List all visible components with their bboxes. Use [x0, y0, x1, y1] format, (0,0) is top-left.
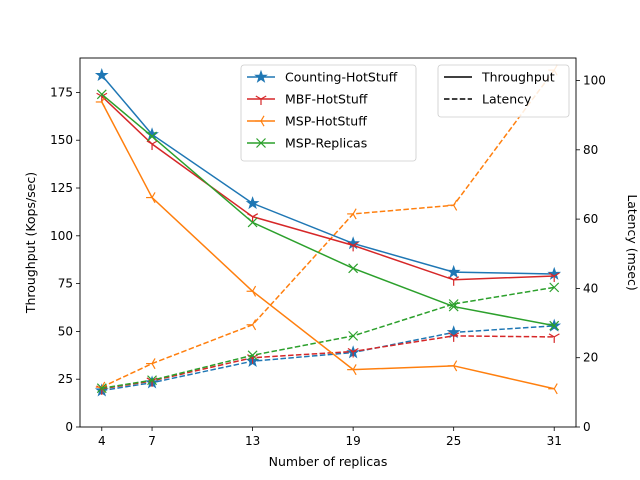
- legend-entry: MSP-HotStuff: [247, 114, 367, 129]
- y-right-tick-label: 20: [583, 351, 598, 365]
- y-left-tick-label: 125: [50, 181, 73, 195]
- throughput-point: [146, 140, 158, 151]
- series-counting-hotstuff-throughput: [94, 67, 562, 280]
- y-right-tick-label: 0: [583, 420, 591, 434]
- plot-area: [94, 64, 562, 397]
- throughput-point: [347, 241, 359, 252]
- throughput-line: [101, 95, 555, 281]
- series-mbf-hotstuff-throughput: [96, 92, 560, 286]
- series-counting-hotstuff-latency: [94, 318, 562, 397]
- legend-style: Throughput Latency: [437, 64, 570, 118]
- throughput-point: [447, 360, 458, 372]
- throughput-point: [446, 264, 461, 278]
- latency-point: [147, 375, 157, 386]
- throughput-point: [94, 67, 109, 82]
- x-tick-label: 7: [148, 434, 156, 448]
- series-msp-replicas-throughput: [96, 89, 560, 331]
- plot-frame: [79, 57, 577, 428]
- latency-point: [247, 350, 258, 361]
- x-axis: 4 7 13 19 25 31: [98, 427, 562, 448]
- latency-point: [446, 325, 461, 339]
- legend-series: Counting-HotStuff MBF-HotStuff MSP-HotStuf…: [240, 64, 417, 162]
- legend-series-box: [240, 64, 417, 162]
- throughput-line: [101, 101, 555, 390]
- throughput-line: [101, 74, 555, 275]
- y-right-tick-label: 80: [583, 143, 598, 157]
- throughput-point: [147, 131, 157, 142]
- y-axis-right-label: Latency (msec): [625, 194, 640, 290]
- y-left-tick-label: 75: [58, 277, 73, 291]
- throughput-point: [146, 192, 156, 204]
- latency-point: [96, 383, 107, 394]
- legend-marker: [254, 69, 268, 83]
- throughput-point: [448, 276, 460, 286]
- latency-line: [101, 335, 555, 390]
- latency-point: [549, 282, 560, 293]
- throughput-line: [101, 93, 555, 327]
- series-msp-hotstuff-throughput: [95, 96, 558, 395]
- throughput-point: [246, 285, 257, 297]
- latency-line: [101, 69, 555, 388]
- legend-label: Counting-HotStuff: [285, 70, 398, 85]
- throughput-point: [548, 272, 560, 282]
- legend-style-entry: Latency: [444, 92, 532, 107]
- legend-marker: [256, 138, 266, 148]
- legend-entry: Counting-HotStuff: [247, 70, 398, 85]
- y-axis-right: 0 20 40 60 80 100: [576, 74, 606, 434]
- throughput-point: [548, 383, 558, 395]
- throughput-point: [448, 301, 459, 312]
- x-tick-label: 4: [98, 434, 106, 448]
- latency-point: [246, 319, 257, 331]
- legend-entry: MSP-Replicas: [247, 136, 367, 151]
- throughput-point: [348, 263, 359, 274]
- y-right-tick-label: 40: [583, 281, 598, 295]
- latency-point: [347, 208, 357, 220]
- latency-point: [347, 347, 359, 358]
- legend-style-label: Latency: [482, 92, 532, 107]
- y-left-tick-label: 150: [50, 133, 73, 147]
- y-left-tick-label: 100: [50, 229, 73, 243]
- legend-label: MSP-Replicas: [285, 136, 367, 151]
- throughput-point: [549, 320, 560, 331]
- latency-point: [448, 332, 460, 342]
- throughput-point: [96, 89, 107, 100]
- y-left-tick-label: 50: [58, 324, 73, 338]
- latency-line: [101, 325, 555, 392]
- x-axis-label: Number of replicas: [269, 454, 388, 469]
- series-msp-replicas-latency: [96, 282, 560, 394]
- legend-style-entry: Throughput: [444, 70, 555, 85]
- legend-marker: [255, 115, 265, 127]
- y-axis-left-label: Throughput (Kops/sec): [23, 172, 38, 314]
- legend-entry: MBF-HotStuff: [247, 92, 368, 107]
- latency-point: [447, 199, 458, 211]
- legend-style-box: [437, 64, 570, 118]
- legend-label: MSP-HotStuff: [285, 114, 367, 129]
- legend-marker: [255, 95, 267, 105]
- x-tick-label: 31: [547, 434, 562, 448]
- latency-point: [348, 330, 359, 341]
- throughput-point: [347, 364, 357, 376]
- legend-label: MBF-HotStuff: [285, 92, 368, 107]
- x-tick-label: 13: [245, 434, 260, 448]
- throughput-point: [245, 196, 260, 210]
- y-right-tick-label: 100: [583, 74, 606, 88]
- throughput-point: [247, 217, 258, 228]
- y-axis-left: 0 25 50 75 100 125 150 175: [50, 85, 80, 434]
- legend-style-label: Throughput: [481, 70, 555, 85]
- latency-point: [146, 358, 156, 370]
- y-left-tick-label: 0: [65, 420, 73, 434]
- y-left-tick-label: 175: [50, 85, 73, 99]
- latency-line: [101, 286, 555, 389]
- latency-point: [548, 333, 560, 343]
- x-tick-label: 19: [345, 434, 360, 448]
- x-tick-label: 25: [446, 434, 461, 448]
- y-left-tick-label: 25: [58, 372, 73, 386]
- series-mbf-hotstuff-latency: [96, 332, 560, 395]
- y-right-tick-label: 60: [583, 212, 598, 226]
